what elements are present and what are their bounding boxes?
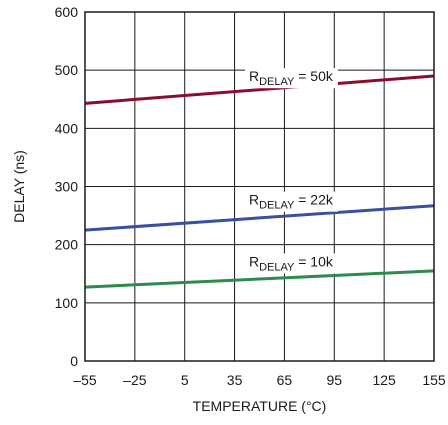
series-label-background [244,191,338,212]
series-line [84,204,435,232]
grid-lines [85,12,434,361]
series-label-subscript: DELAY [259,76,295,88]
x-tick-label: –55 [73,372,97,388]
x-tick-labels: –55 –25 5 35 65 95 125 155 [73,372,446,388]
y-tick-label: 100 [55,295,79,311]
x-axis-title: TEMPERATURE (°C) [193,398,327,414]
x-tick-label: 5 [181,372,189,388]
y-tick-labels: 0 100 200 300 400 500 600 [55,4,79,369]
series-label: RDELAY = 10k [249,254,334,274]
plot-frame [84,11,435,362]
y-tick-label: 0 [70,353,78,369]
x-tick-label: 65 [277,372,293,388]
y-tick-label: 200 [55,237,79,253]
series-label-subscript: DELAY [259,262,295,274]
x-tick-label: 125 [372,372,396,388]
series-label-suffix: = 50k [294,68,334,84]
series-label-prefix: R [249,192,259,208]
x-tick-label: 155 [422,372,446,388]
x-tick-label: 95 [326,372,342,388]
series-line [84,269,435,289]
y-axis-title: DELAY (ns) [11,150,27,223]
series-label-prefix: R [249,68,259,84]
y-tick-label: 500 [55,62,79,78]
series-layer [84,74,435,289]
series-line [84,74,435,105]
y-tick-label: 600 [55,4,79,20]
series-label-subscript: DELAY [259,200,295,212]
series-label-background [244,68,338,89]
series-label: RDELAY = 22k [249,192,334,212]
series-label-background [244,253,338,274]
series-label: RDELAY = 50k [249,68,334,88]
series-label-prefix: R [249,254,259,270]
series-label-suffix: = 22k [294,192,334,208]
series-label-suffix: = 10k [294,254,334,270]
y-tick-label: 400 [55,120,79,136]
x-tick-label: –25 [123,372,147,388]
y-tick-label: 300 [55,179,79,195]
x-tick-label: 35 [227,372,243,388]
